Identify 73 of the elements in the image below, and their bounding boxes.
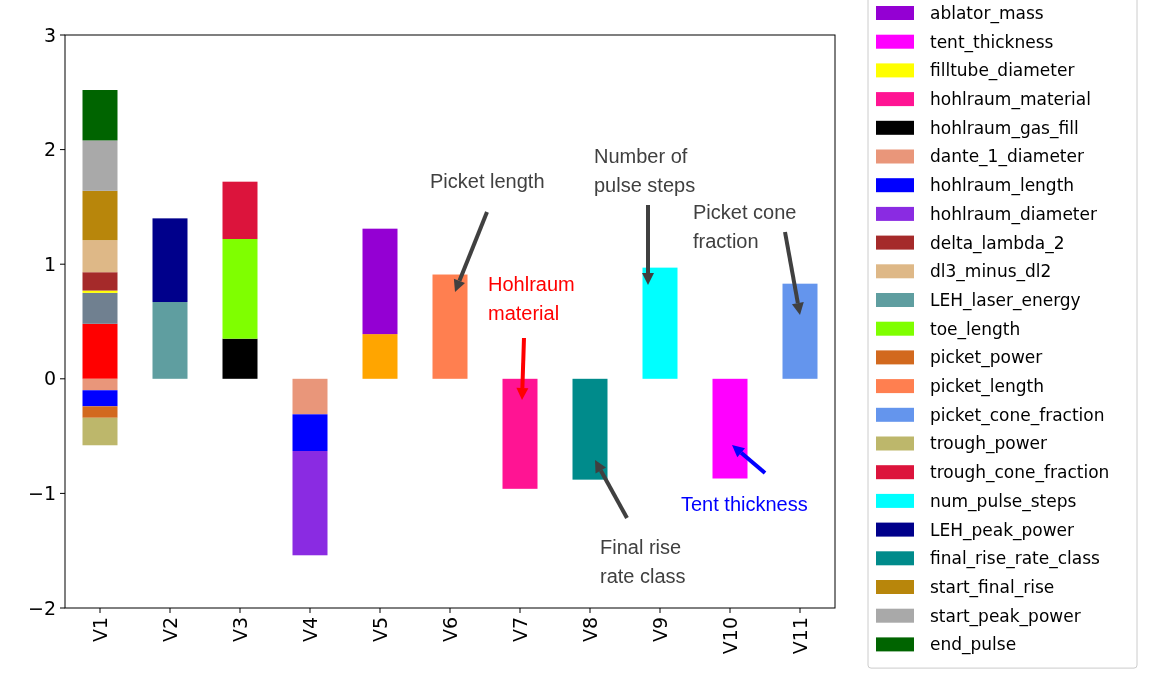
legend-label: hohlraum_length (930, 175, 1075, 197)
y-tick-label: 1 (43, 252, 56, 275)
legend-label: delta_lambda_2 (930, 232, 1065, 254)
bar (782, 283, 818, 379)
legend-label: picket_cone_fraction (930, 404, 1105, 426)
legend-label: LEH_peak_power (930, 519, 1075, 541)
bar (82, 272, 118, 291)
legend-label: trough_power (930, 433, 1048, 455)
bar (572, 378, 608, 480)
bar (82, 240, 118, 273)
bar (292, 414, 328, 451)
annotation: Picket length (430, 170, 545, 192)
bar (152, 218, 188, 303)
bar (432, 274, 468, 379)
bar (502, 378, 538, 489)
bar (82, 90, 118, 141)
annotation: Tent thickness (681, 493, 808, 515)
bar (82, 378, 118, 391)
bar (292, 378, 328, 415)
bar (292, 451, 328, 556)
bar (82, 292, 118, 324)
x-tick-label: V8 (578, 617, 601, 643)
annotation: Number of pulse steps (594, 145, 696, 196)
bar (82, 323, 118, 379)
legend-label: start_peak_power (930, 605, 1081, 627)
x-tick-label: V6 (438, 617, 461, 643)
legend-label: end_pulse (930, 634, 1017, 656)
bar (82, 140, 118, 191)
y-tick-label: −1 (27, 482, 56, 505)
x-tick-label: V7 (508, 617, 531, 643)
bar (82, 417, 118, 446)
annotation: Hohlraum material (488, 273, 575, 324)
x-tick-label: V4 (298, 617, 321, 643)
bar (222, 181, 258, 239)
x-tick-label: V1 (88, 617, 111, 643)
annotation: Picket cone fraction (693, 201, 797, 252)
legend-label: start_final_rise (930, 576, 1055, 598)
legend-label: hohlraum_material (930, 89, 1091, 111)
legend-label: num_pulse_steps (930, 490, 1077, 512)
legend-label: dante_1_diameter (930, 146, 1084, 168)
bar (82, 390, 118, 407)
annotation: Final rise rate class (600, 536, 686, 587)
legend-label: toe_length (930, 318, 1021, 340)
legend-label: tent_thickness (930, 31, 1054, 53)
x-tick-label: V5 (368, 617, 391, 643)
y-tick-label: 3 (43, 23, 56, 46)
bar (152, 302, 188, 379)
legend-label: hohlraum_gas_fill (930, 117, 1079, 139)
legend-label: dl3_minus_dl2 (930, 261, 1052, 283)
x-tick-label: V9 (648, 617, 671, 643)
legend-label: hohlraum_diameter (930, 203, 1097, 225)
bar (82, 190, 118, 241)
legend-label: picket_power (930, 347, 1043, 369)
bar (222, 238, 258, 339)
legend-label: trough_cone_fraction (930, 462, 1110, 484)
y-tick-label: −2 (27, 596, 56, 619)
legend-label: picket_length (930, 376, 1044, 398)
bar (712, 378, 748, 479)
x-tick-label: V10 (718, 617, 741, 655)
bar (642, 267, 678, 379)
y-tick-label: 2 (43, 138, 56, 161)
legend-label: filltube_diameter (930, 60, 1075, 82)
x-tick-label: V11 (788, 617, 811, 655)
bar (362, 228, 398, 335)
legend-label: LEH_laser_energy (930, 289, 1081, 311)
bar (222, 338, 258, 379)
bar (82, 406, 118, 418)
y-tick-label: 0 (43, 367, 56, 390)
x-tick-label: V3 (228, 617, 251, 643)
legend-label: ablator_mass (930, 2, 1044, 24)
bar (362, 334, 398, 379)
x-tick-label: V2 (158, 617, 181, 643)
legend-label: final_rise_rate_class (930, 548, 1101, 570)
